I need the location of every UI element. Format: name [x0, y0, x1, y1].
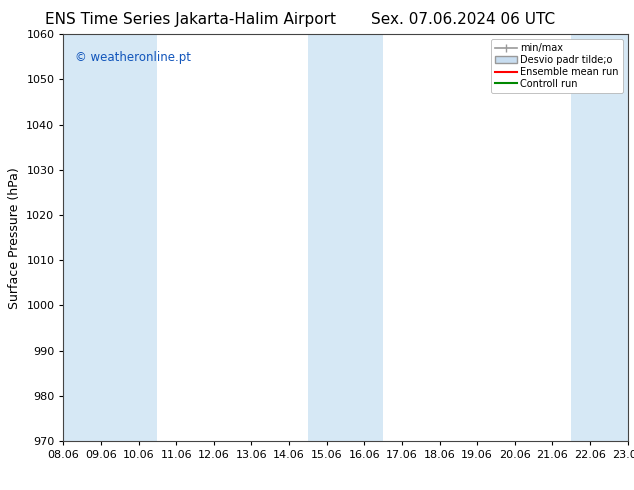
Y-axis label: Surface Pressure (hPa): Surface Pressure (hPa)	[8, 167, 21, 309]
Text: Sex. 07.06.2024 06 UTC: Sex. 07.06.2024 06 UTC	[371, 12, 555, 27]
Bar	[44, 34, 82, 441]
Bar	[82, 34, 120, 441]
Bar	[308, 34, 346, 441]
Bar	[120, 34, 157, 441]
Text: ENS Time Series Jakarta-Halim Airport: ENS Time Series Jakarta-Halim Airport	[45, 12, 335, 27]
Text: © weatheronline.pt: © weatheronline.pt	[75, 50, 191, 64]
Bar	[346, 34, 383, 441]
Bar	[609, 34, 634, 441]
Bar	[571, 34, 609, 441]
Legend: min/max, Desvio padr tilde;o, Ensemble mean run, Controll run: min/max, Desvio padr tilde;o, Ensemble m…	[491, 39, 623, 93]
